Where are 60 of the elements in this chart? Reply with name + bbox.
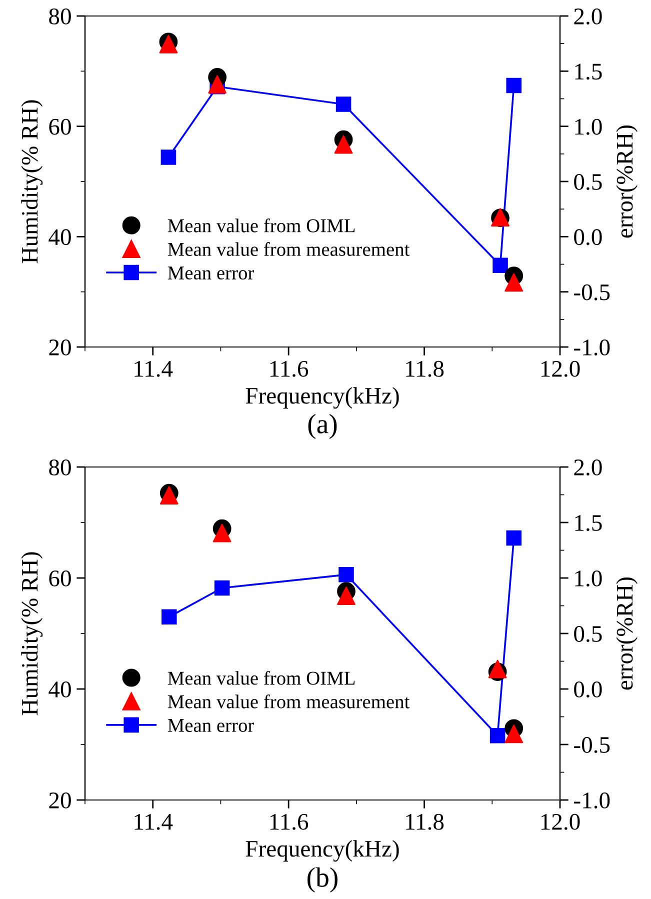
legend-label: Mean value from OIML bbox=[168, 218, 355, 232]
x-tick-label: 11.4 bbox=[134, 360, 173, 377]
legend-label: Mean error bbox=[168, 719, 254, 732]
point bbox=[506, 530, 522, 546]
point bbox=[337, 586, 356, 605]
y2-axis-title: error(%RH) bbox=[616, 578, 638, 690]
point bbox=[506, 78, 522, 94]
point bbox=[338, 567, 354, 582]
y2-tick-label: 0.5 bbox=[574, 626, 602, 642]
point bbox=[334, 135, 353, 154]
y2-tick-label: -1.0 bbox=[574, 339, 610, 356]
y-tick-label: 40 bbox=[48, 681, 71, 698]
legend-label: Mean value from measurement bbox=[168, 694, 410, 708]
y2-tick-label: 0.0 bbox=[574, 229, 602, 246]
y-tick-label: 80 bbox=[49, 459, 71, 476]
x-tick-label: 11.6 bbox=[270, 814, 308, 830]
x-tick-label: 12.0 bbox=[541, 360, 580, 377]
x-tick-label: 11.6 bbox=[270, 360, 308, 377]
point bbox=[208, 75, 227, 94]
point bbox=[162, 609, 177, 624]
x-tick-label: 11.4 bbox=[134, 814, 173, 830]
y2-tick-label: -0.5 bbox=[574, 284, 610, 300]
y2-tick-label: 1.5 bbox=[575, 515, 602, 532]
point bbox=[212, 524, 232, 542]
y2-tick-label: 1.0 bbox=[575, 570, 602, 587]
text: (b) bbox=[308, 867, 338, 893]
y-tick-label: 60 bbox=[49, 118, 71, 135]
point bbox=[336, 96, 352, 112]
point bbox=[488, 660, 507, 678]
point bbox=[214, 580, 230, 596]
y-tick-label: 80 bbox=[49, 8, 71, 24]
legend-label: Mean value from OIML bbox=[168, 670, 355, 685]
y2-tick-label: 1.5 bbox=[575, 64, 602, 80]
y2-tick-label: 2.0 bbox=[574, 8, 602, 25]
x-tick-label: 11.8 bbox=[406, 814, 444, 830]
legend-label: Mean value from measurement bbox=[168, 242, 410, 256]
y2-tick-label: 0.0 bbox=[574, 681, 602, 698]
y-tick-label: 60 bbox=[49, 570, 71, 586]
x-tick-label: 11.8 bbox=[406, 360, 444, 377]
y-tick-label: 20 bbox=[49, 792, 71, 808]
y2-axis-title: error(%RH) bbox=[616, 126, 638, 238]
y-tick-label: 20 bbox=[49, 339, 71, 356]
y2-tick-label: 1.0 bbox=[575, 118, 602, 135]
point bbox=[504, 724, 524, 744]
legend-label: Mean error bbox=[168, 266, 254, 280]
y2-tick-label: -1.0 bbox=[574, 792, 610, 809]
y2-tick-label: -0.5 bbox=[574, 736, 610, 754]
y2-tick-label: 2.0 bbox=[574, 459, 602, 476]
point bbox=[160, 150, 176, 165]
point bbox=[504, 273, 524, 292]
y-tick-label: 40 bbox=[48, 229, 71, 246]
y-axis-title: Humidity(% RH) bbox=[21, 100, 43, 264]
point bbox=[492, 258, 508, 273]
x-tick-label: 12.0 bbox=[541, 814, 580, 830]
y-axis-title: Humidity(% RH) bbox=[21, 552, 43, 716]
point bbox=[490, 728, 506, 744]
y2-tick-label: 0.5 bbox=[574, 174, 602, 190]
x-axis-title: Frequency(kHz) bbox=[246, 840, 399, 862]
x-axis-title: Frequency(kHz) bbox=[246, 387, 399, 409]
text: (a) bbox=[308, 414, 337, 440]
